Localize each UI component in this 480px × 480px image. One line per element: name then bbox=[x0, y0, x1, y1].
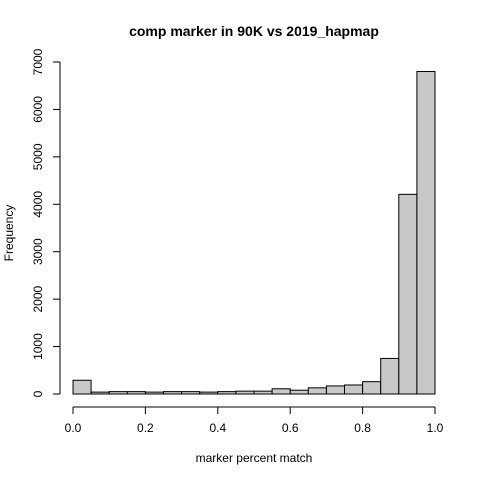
y-tick-label-1: 1000 bbox=[31, 333, 45, 360]
histogram-bar-13 bbox=[307, 387, 327, 395]
histogram-bar-19 bbox=[416, 70, 436, 395]
x-tick-label-2: 0.4 bbox=[209, 421, 226, 435]
y-tick-label-0: 0 bbox=[31, 390, 45, 397]
histogram-bar-10 bbox=[253, 390, 273, 395]
histogram-bar-6 bbox=[181, 391, 201, 395]
histogram-bar-14 bbox=[325, 385, 345, 395]
y-tick-label-7: 7000 bbox=[31, 48, 45, 75]
histogram-bar-1 bbox=[90, 391, 110, 395]
histogram-bar-5 bbox=[163, 391, 183, 395]
x-tick-label-5: 1.0 bbox=[427, 421, 444, 435]
histogram-bar-9 bbox=[235, 390, 255, 395]
x-tick-label-1: 0.2 bbox=[137, 421, 154, 435]
x-axis-label: marker percent match bbox=[196, 451, 313, 465]
y-tick-label-3: 3000 bbox=[31, 238, 45, 265]
y-tick-label-5: 5000 bbox=[31, 143, 45, 170]
histogram-bar-0 bbox=[72, 379, 92, 395]
x-tick-label-4: 0.8 bbox=[354, 421, 371, 435]
histogram-bar-3 bbox=[126, 391, 146, 395]
histogram-bar-16 bbox=[362, 381, 382, 395]
x-tick-label-0: 0.0 bbox=[65, 421, 82, 435]
y-tick-label-4: 4000 bbox=[31, 191, 45, 218]
y-axis-label: Frequency bbox=[2, 205, 16, 262]
histogram-bar-4 bbox=[144, 391, 164, 395]
histogram-bar-18 bbox=[398, 193, 418, 395]
y-tick-label-6: 6000 bbox=[31, 96, 45, 123]
x-axis: 0.0 0.2 0.4 0.6 0.8 1.0 bbox=[65, 406, 444, 435]
histogram-bar-7 bbox=[199, 391, 219, 395]
histogram-bar-8 bbox=[217, 391, 237, 395]
chart-title: comp marker in 90K vs 2019_hapmap bbox=[129, 23, 379, 39]
y-axis: 0 1000 2000 3000 4000 5000 6000 7000 bbox=[31, 48, 61, 397]
histogram-bar-11 bbox=[271, 388, 291, 395]
histogram-bar-12 bbox=[289, 389, 309, 395]
histogram-bar-17 bbox=[380, 357, 400, 395]
bars-group bbox=[72, 70, 436, 395]
y-tick-label-2: 2000 bbox=[31, 285, 45, 312]
histogram-bar-2 bbox=[108, 391, 128, 395]
x-tick-label-3: 0.6 bbox=[282, 421, 299, 435]
histogram-bar-15 bbox=[344, 384, 364, 395]
